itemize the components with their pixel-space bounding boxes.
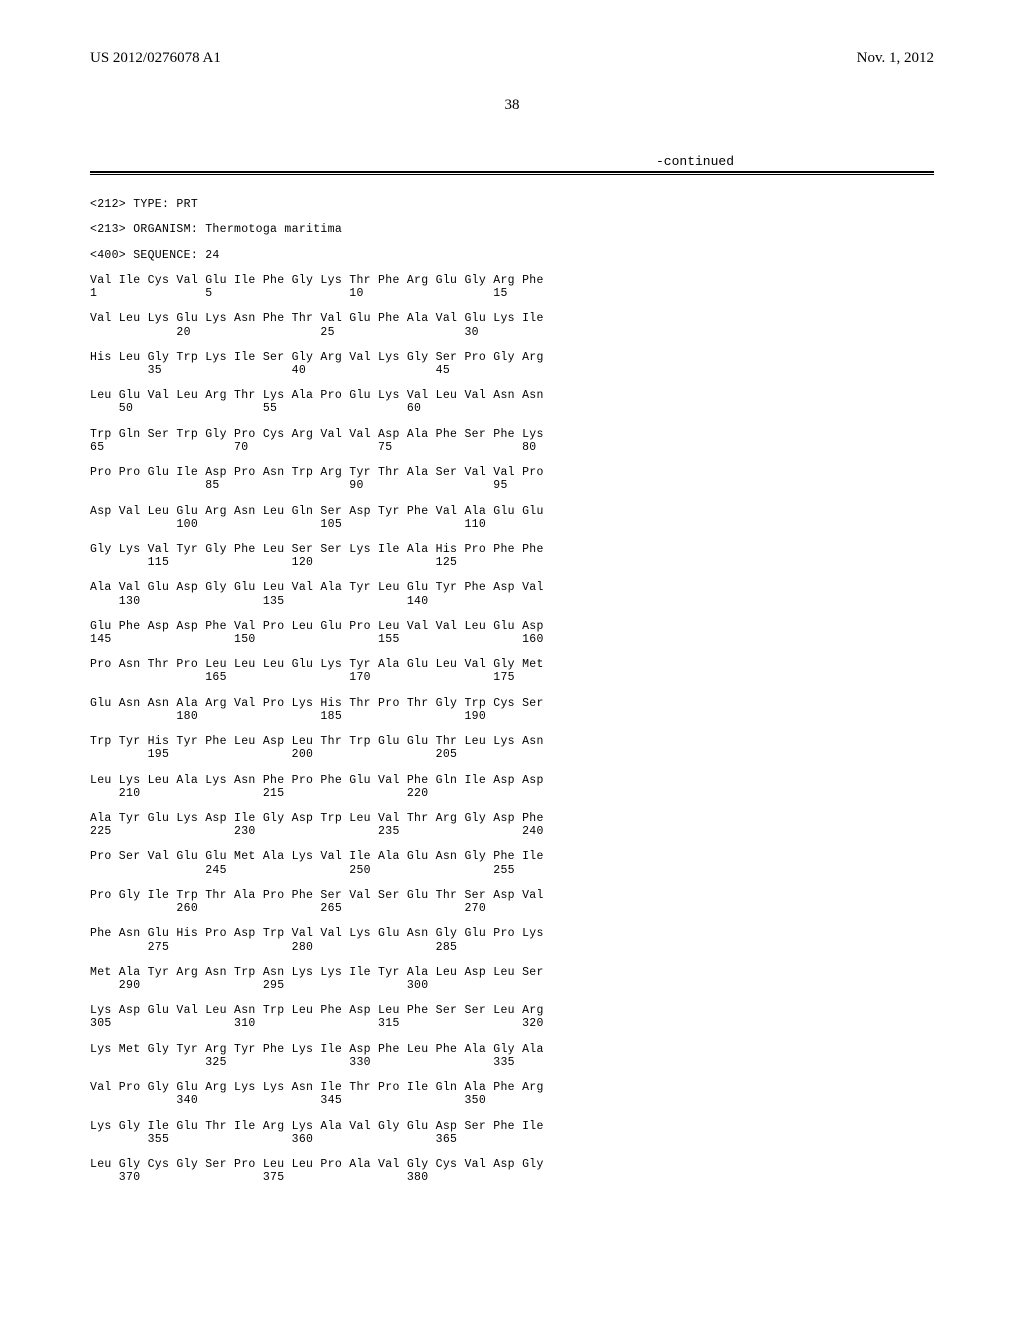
sequence-row: Pro Pro Glu Ile Asp Pro Asn Trp Arg Tyr …	[90, 466, 934, 492]
top-rule-thick	[90, 171, 934, 173]
sequence-row: His Leu Gly Trp Lys Ile Ser Gly Arg Val …	[90, 351, 934, 377]
sequence-row: Leu Lys Leu Ala Lys Asn Phe Pro Phe Glu …	[90, 774, 934, 800]
sequence-row: Trp Gln Ser Trp Gly Pro Cys Arg Val Val …	[90, 428, 934, 454]
sequence-row: Pro Asn Thr Pro Leu Leu Leu Glu Lys Tyr …	[90, 658, 934, 684]
page-container: US 2012/0276078 A1 Nov. 1, 2012 38 -cont…	[0, 0, 1024, 1263]
publication-date: Nov. 1, 2012	[857, 50, 934, 67]
page-number: 38	[90, 97, 934, 114]
sequence-rows: Val Ile Cys Val Glu Ile Phe Gly Lys Thr …	[90, 274, 934, 1185]
sequence-row: Glu Phe Asp Asp Phe Val Pro Leu Glu Pro …	[90, 620, 934, 646]
publication-number: US 2012/0276078 A1	[90, 50, 221, 67]
sequence-row: Ala Tyr Glu Lys Asp Ile Gly Asp Trp Leu …	[90, 812, 934, 838]
page-header: US 2012/0276078 A1 Nov. 1, 2012	[90, 50, 934, 67]
sequence-row: Trp Tyr His Tyr Phe Leu Asp Leu Thr Trp …	[90, 735, 934, 761]
sequence-row: Leu Glu Val Leu Arg Thr Lys Ala Pro Glu …	[90, 389, 934, 415]
sequence-row: Met Ala Tyr Arg Asn Trp Asn Lys Lys Ile …	[90, 966, 934, 992]
sequence-row: Lys Asp Glu Val Leu Asn Trp Leu Phe Asp …	[90, 1004, 934, 1030]
sequence-row: Pro Gly Ile Trp Thr Ala Pro Phe Ser Val …	[90, 889, 934, 915]
sequence-row: Leu Gly Cys Gly Ser Pro Leu Leu Pro Ala …	[90, 1158, 934, 1184]
sequence-row: Lys Gly Ile Glu Thr Ile Arg Lys Ala Val …	[90, 1120, 934, 1146]
sequence-row: Ala Val Glu Asp Gly Glu Leu Val Ala Tyr …	[90, 581, 934, 607]
sequence-row: Val Leu Lys Glu Lys Asn Phe Thr Val Glu …	[90, 312, 934, 338]
top-rule-thin	[90, 174, 934, 175]
sequence-row: Val Ile Cys Val Glu Ile Phe Gly Lys Thr …	[90, 274, 934, 300]
seq-organism-line: <213> ORGANISM: Thermotoga maritima	[90, 223, 934, 236]
seq-type-line: <212> TYPE: PRT	[90, 198, 934, 211]
sequence-row: Val Pro Gly Glu Arg Lys Lys Asn Ile Thr …	[90, 1081, 934, 1107]
sequence-row: Phe Asn Glu His Pro Asp Trp Val Val Lys …	[90, 927, 934, 953]
sequence-listing: <212> TYPE: PRT <213> ORGANISM: Thermotog…	[90, 185, 934, 1223]
sequence-row: Asp Val Leu Glu Arg Asn Leu Gln Ser Asp …	[90, 505, 934, 531]
continued-label: -continued	[90, 154, 934, 169]
sequence-row: Pro Ser Val Glu Glu Met Ala Lys Val Ile …	[90, 850, 934, 876]
sequence-row: Glu Asn Asn Ala Arg Val Pro Lys His Thr …	[90, 697, 934, 723]
sequence-row: Gly Lys Val Tyr Gly Phe Leu Ser Ser Lys …	[90, 543, 934, 569]
sequence-row: Lys Met Gly Tyr Arg Tyr Phe Lys Ile Asp …	[90, 1043, 934, 1069]
seq-id-line: <400> SEQUENCE: 24	[90, 249, 934, 262]
